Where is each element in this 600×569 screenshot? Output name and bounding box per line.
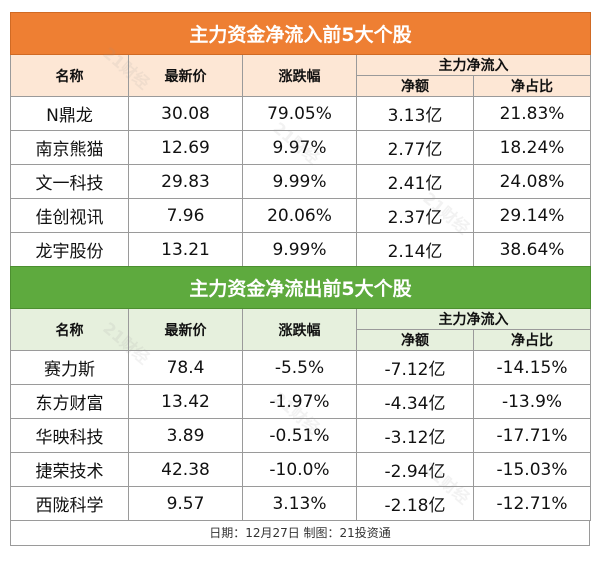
cell-change: 9.99% [242, 164, 357, 199]
cell-change: 20.06% [242, 198, 357, 233]
table-row: 文一科技 29.83 9.99% 2.41亿 24.08% [10, 164, 592, 199]
cell-ratio: 29.14% [472, 198, 592, 233]
cell-net: 2.37亿 [356, 198, 474, 233]
cell-change: 9.97% [242, 130, 357, 165]
cell-price: 42.38 [128, 452, 243, 487]
cell-price: 13.21 [128, 232, 243, 267]
cell-ratio: -15.03% [472, 452, 592, 487]
cell-ratio: -12.71% [472, 486, 592, 521]
table-row: 捷荣技术 42.38 -10.0% -2.94亿 -15.03% [10, 452, 592, 487]
table-row: 佳创视讯 7.96 20.06% 2.37亿 29.14% [10, 198, 592, 233]
stock-flow-document: 主力资金净流入前5大个股 名称 最新价 涨跌幅 主力净流入 净额 净占比 N鼎龙… [9, 12, 592, 546]
cell-name: 西陇科学 [10, 486, 129, 521]
cell-price: 9.57 [128, 486, 243, 521]
header-ratio: 净占比 [472, 329, 592, 351]
cell-name: 赛力斯 [10, 350, 129, 385]
cell-ratio: 24.08% [472, 164, 592, 199]
cell-net: 2.14亿 [356, 232, 474, 267]
cell-change: -0.51% [242, 418, 357, 453]
footer-credit: 日期：12月27日 制图：21投资通 [10, 521, 590, 546]
cell-ratio: -14.15% [472, 350, 592, 385]
cell-name: 华映科技 [10, 418, 129, 453]
cell-net: -2.94亿 [356, 452, 474, 487]
table-row: 东方财富 13.42 -1.97% -4.34亿 -13.9% [10, 384, 592, 419]
cell-change: 9.99% [242, 232, 357, 267]
cell-ratio: -17.71% [472, 418, 592, 453]
header-group: 主力净流入 [355, 308, 592, 330]
header-net: 净额 [356, 75, 474, 97]
cell-net: -2.18亿 [356, 486, 474, 521]
cell-ratio: 18.24% [472, 130, 592, 165]
cell-name: 东方财富 [10, 384, 129, 419]
cell-net: -7.12亿 [356, 350, 474, 385]
cell-change: -5.5% [242, 350, 357, 385]
cell-ratio: 38.64% [472, 232, 592, 267]
cell-change: 3.13% [242, 486, 357, 521]
cell-name: 龙宇股份 [10, 232, 129, 267]
cell-net: 2.77亿 [356, 130, 474, 165]
outflow-title: 主力资金净流出前5大个股 [9, 266, 592, 309]
table-row: 华映科技 3.89 -0.51% -3.12亿 -17.71% [10, 418, 592, 453]
table-row: 南京熊猫 12.69 9.97% 2.77亿 18.24% [10, 130, 592, 165]
header-ratio: 净占比 [472, 75, 592, 97]
table-row: N鼎龙 30.08 79.05% 3.13亿 21.83% [10, 96, 592, 131]
cell-net: -4.34亿 [356, 384, 474, 419]
cell-price: 7.96 [128, 198, 243, 233]
cell-name: 南京熊猫 [10, 130, 129, 165]
cell-change: -10.0% [242, 452, 357, 487]
table-row: 西陇科学 9.57 3.13% -2.18亿 -12.71% [10, 486, 592, 521]
header-net: 净额 [356, 329, 474, 351]
cell-price: 30.08 [128, 96, 243, 131]
outflow-table: 主力资金净流出前5大个股 名称 最新价 涨跌幅 主力净流入 净额 净占比 赛力斯… [9, 266, 592, 521]
header-change: 涨跌幅 [242, 54, 357, 97]
header-change: 涨跌幅 [242, 308, 357, 351]
cell-price: 12.69 [128, 130, 243, 165]
table-row: 赛力斯 78.4 -5.5% -7.12亿 -14.15% [10, 350, 592, 385]
cell-ratio: -13.9% [472, 384, 592, 419]
cell-name: 佳创视讯 [10, 198, 129, 233]
cell-name: 捷荣技术 [10, 452, 129, 487]
header-name: 名称 [10, 308, 129, 351]
cell-price: 78.4 [128, 350, 243, 385]
cell-change: -1.97% [242, 384, 357, 419]
cell-net: -3.12亿 [356, 418, 474, 453]
cell-net: 3.13亿 [356, 96, 474, 131]
table-row: 龙宇股份 13.21 9.99% 2.14亿 38.64% [10, 232, 592, 267]
header-group: 主力净流入 [355, 54, 592, 76]
inflow-table: 主力资金净流入前5大个股 名称 最新价 涨跌幅 主力净流入 净额 净占比 N鼎龙… [9, 12, 592, 267]
header-price: 最新价 [128, 54, 243, 97]
cell-ratio: 21.83% [472, 96, 592, 131]
header-price: 最新价 [128, 308, 243, 351]
cell-name: 文一科技 [10, 164, 129, 199]
cell-change: 79.05% [242, 96, 357, 131]
cell-price: 3.89 [128, 418, 243, 453]
cell-price: 13.42 [128, 384, 243, 419]
inflow-title: 主力资金净流入前5大个股 [9, 12, 592, 55]
cell-price: 29.83 [128, 164, 243, 199]
header-name: 名称 [10, 54, 129, 97]
cell-name: N鼎龙 [10, 96, 129, 131]
cell-net: 2.41亿 [356, 164, 474, 199]
